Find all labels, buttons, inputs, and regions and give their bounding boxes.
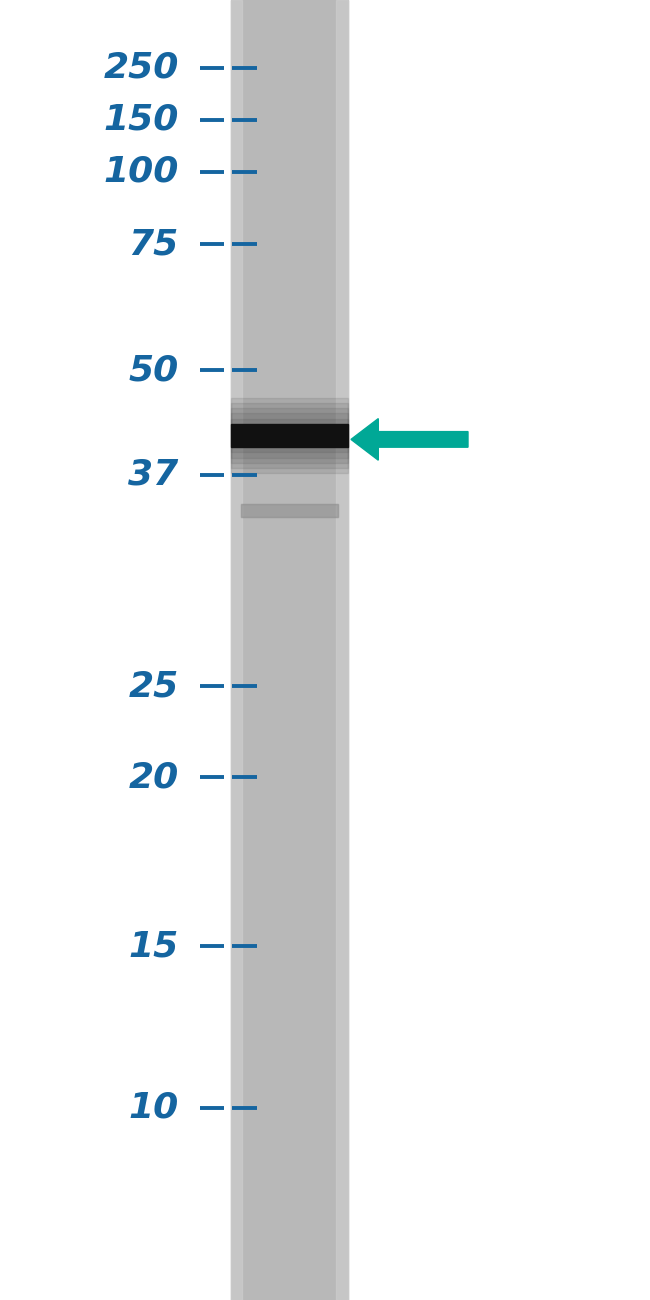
Bar <box>231 419 348 452</box>
Text: 250: 250 <box>103 51 179 84</box>
Bar <box>231 0 348 1300</box>
Text: 100: 100 <box>103 155 179 188</box>
Text: 20: 20 <box>129 760 179 794</box>
Text: 75: 75 <box>129 227 179 261</box>
Bar <box>240 504 338 517</box>
Bar <box>231 408 348 463</box>
Text: 15: 15 <box>129 930 179 963</box>
Bar <box>231 413 348 458</box>
Text: 10: 10 <box>129 1091 179 1124</box>
Text: 25: 25 <box>129 670 179 703</box>
Bar <box>240 504 338 517</box>
Bar <box>231 0 242 1300</box>
Bar <box>240 504 338 517</box>
Bar <box>231 424 348 447</box>
Text: 37: 37 <box>129 458 179 491</box>
FancyArrow shape <box>351 419 468 460</box>
Bar <box>231 398 348 473</box>
Text: 150: 150 <box>103 103 179 136</box>
Bar <box>231 403 348 468</box>
Text: 50: 50 <box>129 354 179 387</box>
Bar <box>336 0 348 1300</box>
